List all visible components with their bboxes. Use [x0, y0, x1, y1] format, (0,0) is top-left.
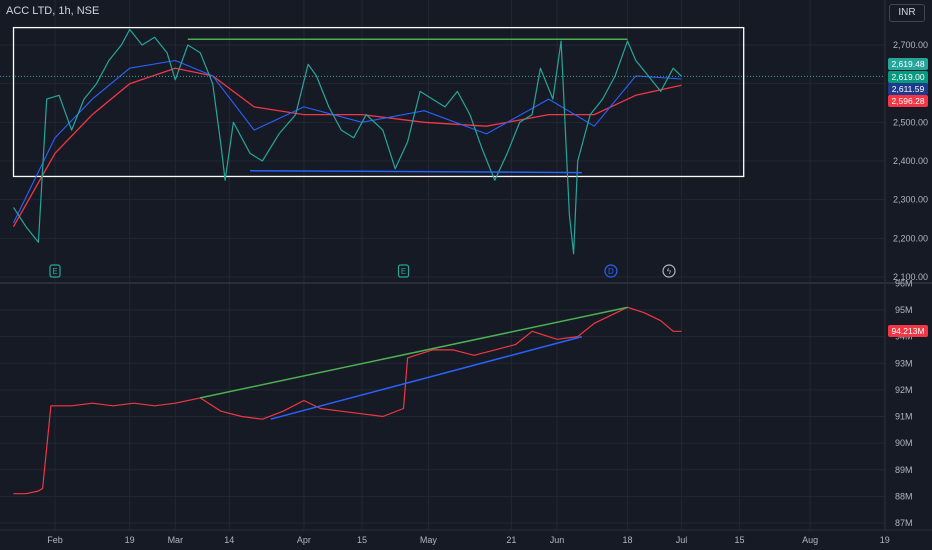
price-tick-label: 2,700.00: [893, 40, 928, 50]
currency-selector[interactable]: INR: [889, 4, 925, 22]
indicator-tick-label: 88M: [895, 491, 913, 501]
earnings-icon: [397, 264, 410, 278]
time-tick-label: Apr: [297, 535, 311, 545]
time-tick-label: 14: [224, 535, 234, 545]
time-tick-label: 21: [506, 535, 516, 545]
price-label-box: [888, 71, 928, 83]
price-label: 2,611.59: [892, 84, 925, 94]
earnings-label: E: [52, 267, 57, 276]
ema-mid-line: [13, 59, 682, 224]
indicator-value-label: 94.213M: [891, 326, 924, 336]
price-label-box: [888, 58, 928, 70]
earnings-icon: [49, 264, 61, 278]
indicator-tick-label: 96M: [895, 278, 913, 288]
time-tick-label: Jul: [676, 535, 688, 545]
indicator-tick-label: 90M: [895, 438, 913, 448]
time-tick-label: Aug: [802, 535, 818, 545]
time-tick-label: 19: [125, 535, 135, 545]
split-label: ϟ: [667, 267, 672, 276]
earnings-label: E: [401, 267, 406, 276]
chart-title: ACC LTD, 1h, NSE: [6, 5, 100, 17]
price-tick-label: 2,500.00: [893, 117, 928, 127]
indicator-tick-label: 92M: [895, 385, 913, 395]
price-label-box: [888, 83, 928, 95]
price-label: 2,619.00: [891, 72, 924, 82]
time-tick-label: 15: [735, 535, 745, 545]
price-trendline-support: [249, 169, 582, 174]
ema-slow-line: [12, 67, 682, 228]
price-label-box: [888, 95, 928, 107]
time-tick-label: 19: [880, 535, 890, 545]
range-box: [12, 26, 745, 178]
price-tick-label: 2,200.00: [893, 233, 928, 243]
indicator-trendline-upper: [200, 306, 628, 399]
indicator-tick-label: 91M: [895, 412, 913, 422]
time-tick-label: Feb: [47, 535, 63, 545]
split-icon: [662, 264, 676, 278]
indicator-label-box: [888, 324, 928, 337]
indicator-tick-label: 95M: [895, 305, 913, 315]
price-tick-label: 2,400.00: [893, 156, 928, 166]
time-tick-label: Jun: [550, 535, 565, 545]
time-tick-label: Mar: [168, 535, 184, 545]
time-tick-label: May: [420, 535, 438, 545]
price-tick-label: 2,300.00: [893, 195, 928, 205]
price-label: 2,619.48: [891, 59, 924, 69]
time-tick-label: 18: [623, 535, 633, 545]
price-label: 2,596.28: [891, 96, 924, 106]
indicator-line: [13, 306, 682, 495]
dividend-label: D: [608, 267, 614, 276]
indicator-tick-label: 93M: [895, 358, 913, 368]
time-tick-label: 15: [357, 535, 367, 545]
indicator-tick-label: 87M: [895, 518, 913, 528]
indicator-tick-label: 89M: [895, 465, 913, 475]
indicator-trendline-lower: [270, 335, 583, 420]
price-tick-label: 2,100.00: [893, 272, 928, 282]
dividend-icon: [604, 264, 618, 278]
price-line: [12, 28, 682, 255]
